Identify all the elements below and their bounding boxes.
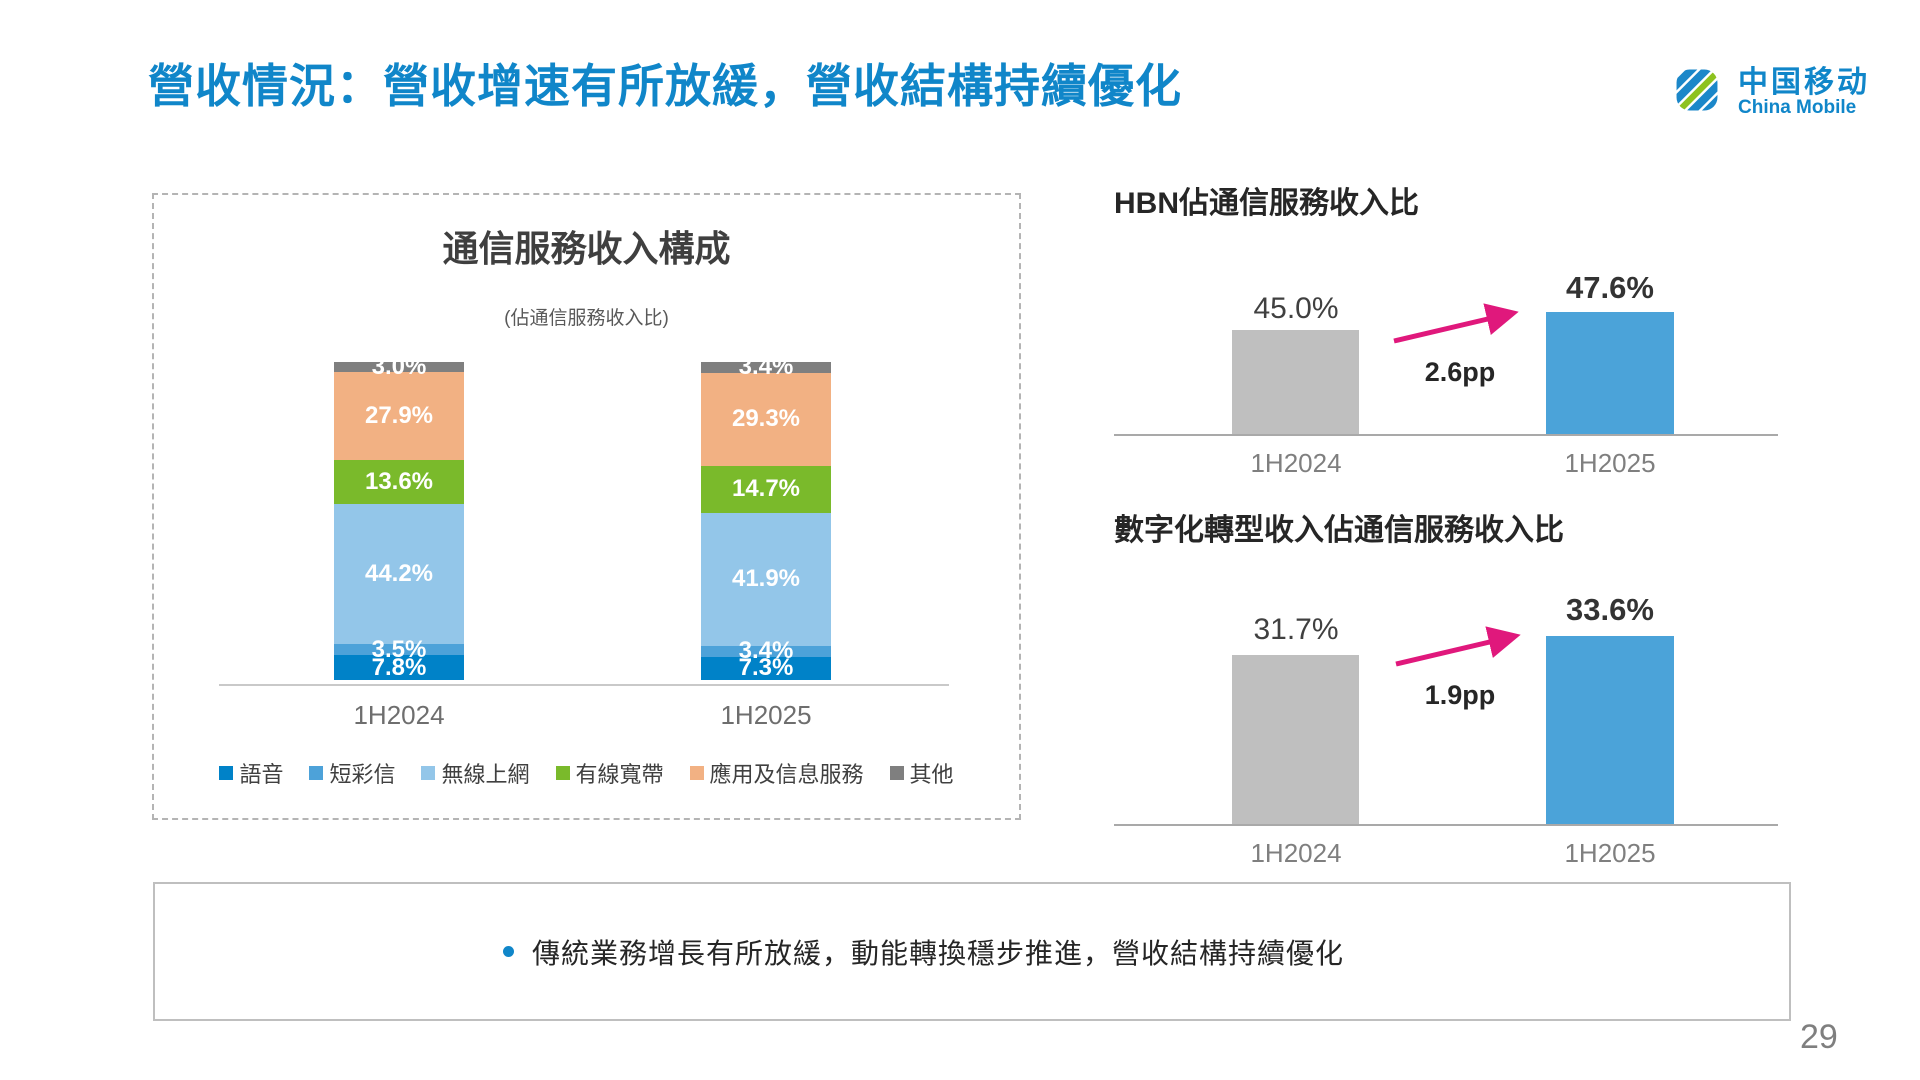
segment-應用及信息服務-1H2025: 29.3% <box>701 372 831 467</box>
segment-value-label: 29.3% <box>731 405 801 433</box>
legend-label: 應用及信息服務 <box>709 762 864 787</box>
segment-value-label: 3.0% <box>371 352 427 380</box>
summary-note-box: 傳統業務增長有所放緩，動能轉換穩步推進，營收結構持續優化 <box>153 882 1791 1021</box>
digital-value-1h2024: 31.7% <box>1253 613 1339 646</box>
segment-語音-1H2025: 7.3% <box>701 654 831 682</box>
legend-swatch-icon <box>689 766 704 780</box>
stacked-x-label-1h2024: 1H2024 <box>353 700 445 730</box>
logo-text-cn: 中国移动 <box>1738 65 1870 99</box>
hbn-increase-arrow-icon <box>1393 303 1519 344</box>
legend-label: 有線寬帶 <box>575 762 664 787</box>
service-revenue-mix-panel: 通信服務收入構成 (佔通信服務收入比) 7.8% 3.5% 44.2% 13.6% 27… <box>152 193 1021 820</box>
digital-value-1h2025: 33.6% <box>1566 592 1654 627</box>
legend-item-有線寬帶: 有線寬帶 <box>555 757 664 789</box>
digital-delta-label: 1.9pp <box>1424 680 1496 710</box>
hbn-x-label-1h2024: 1H2024 <box>1250 448 1342 478</box>
segment-value-label: 13.6% <box>364 467 434 495</box>
stacked-chart-x-axis <box>219 684 949 686</box>
hbn-delta-label: 2.6pp <box>1424 357 1496 387</box>
segment-無線上網-1H2024: 44.2% <box>334 503 464 645</box>
legend-item-無線上網: 無線上網 <box>421 757 530 789</box>
segment-value-label: 3.4% <box>738 637 794 665</box>
segment-value-label: 7.8% <box>371 653 427 681</box>
segment-value-label: 44.2% <box>364 559 434 587</box>
segment-應用及信息服務-1H2024: 27.9% <box>334 371 464 461</box>
legend-label: 其他 <box>909 762 954 787</box>
segment-短彩信-1H2025: 3.4% <box>701 639 831 663</box>
digital-bar-1h2025 <box>1546 636 1674 824</box>
hbn-value-1h2025: 47.6% <box>1566 270 1654 305</box>
hbn-x-label-1h2025: 1H2025 <box>1564 448 1656 478</box>
stacked-x-label-1h2025: 1H2025 <box>720 700 812 730</box>
segment-有線寬帶-1H2025: 14.7% <box>701 466 831 513</box>
china-mobile-logo: 中国移动 China Mobile <box>1666 58 1870 127</box>
legend-label: 無線上網 <box>441 762 530 787</box>
segment-value-label: 41.9% <box>731 565 801 593</box>
digital-x-label-1h2025: 1H2025 <box>1564 838 1656 868</box>
digital-x-label-1h2024: 1H2024 <box>1250 838 1342 868</box>
page-title: 營收情況：營收增速有所放緩，營收結構持續優化 <box>148 60 1182 112</box>
china-mobile-logo-icon <box>1666 58 1728 127</box>
stacked-bar-1h2025: 7.3% 3.4% 41.9% 14.7% 29.3% 3.4% <box>701 355 831 682</box>
stacked-chart-title: 通信服務收入構成 <box>442 228 731 269</box>
stacked-bar-1h2024: 7.8% 3.5% 44.2% 13.6% 27.9% 3.0% <box>334 354 464 680</box>
hbn-x-axis <box>1114 434 1778 436</box>
logo-text-en: China Mobile <box>1738 97 1857 119</box>
summary-note-text: 傳統業務增長有所放緩，動能轉換穩步推進，營收結構持續優化 <box>532 937 1345 969</box>
segment-語音-1H2024: 7.8% <box>334 655 464 680</box>
digital-bar-1h2024 <box>1232 655 1359 824</box>
digital-chart-title: 數字化轉型收入佔通信服務收入比 <box>1114 514 1564 547</box>
digital-x-axis <box>1114 824 1778 826</box>
segment-有線寬帶-1H2024: 13.6% <box>334 460 464 504</box>
legend-item-短彩信: 短彩信 <box>309 757 395 789</box>
legend-label: 語音 <box>239 762 284 787</box>
hbn-bar-1h2025 <box>1546 312 1674 434</box>
legend-item-其他: 其他 <box>889 757 954 789</box>
legend-swatch-icon <box>555 766 570 780</box>
legend-swatch-icon <box>889 766 904 780</box>
legend-item-應用及信息服務: 應用及信息服務 <box>689 757 864 789</box>
segment-value-label: 3.4% <box>738 353 794 381</box>
legend-label: 短彩信 <box>329 762 396 787</box>
segment-value-label: 3.5% <box>371 635 427 663</box>
segment-其他-1H2024: 3.0% <box>334 354 464 378</box>
segment-value-label: 7.3% <box>738 654 794 682</box>
segment-value-label: 14.7% <box>731 475 801 503</box>
digital-increase-arrow-icon <box>1395 626 1521 667</box>
stacked-chart-subtitle: (佔通信服務收入比) <box>504 308 669 329</box>
legend-swatch-icon <box>219 766 234 780</box>
legend-item-語音: 語音 <box>219 757 283 789</box>
segment-value-label: 27.9% <box>364 401 434 429</box>
legend-swatch-icon <box>421 766 436 780</box>
hbn-chart-title: HBN佔通信服務收入比 <box>1114 187 1419 220</box>
stacked-chart-legend: 語音 短彩信 無線上網 有線寬帶 應用及信息服務 其他 <box>154 757 1019 789</box>
bullet-icon <box>503 946 514 957</box>
segment-短彩信-1H2024: 3.5% <box>334 637 464 661</box>
hbn-value-1h2024: 45.0% <box>1253 292 1339 325</box>
page-number: 29 <box>1800 1018 1838 1056</box>
legend-swatch-icon <box>309 766 324 780</box>
hbn-bar-1h2024 <box>1232 330 1359 434</box>
segment-無線上網-1H2025: 41.9% <box>701 512 831 646</box>
segment-其他-1H2025: 3.4% <box>701 355 831 379</box>
